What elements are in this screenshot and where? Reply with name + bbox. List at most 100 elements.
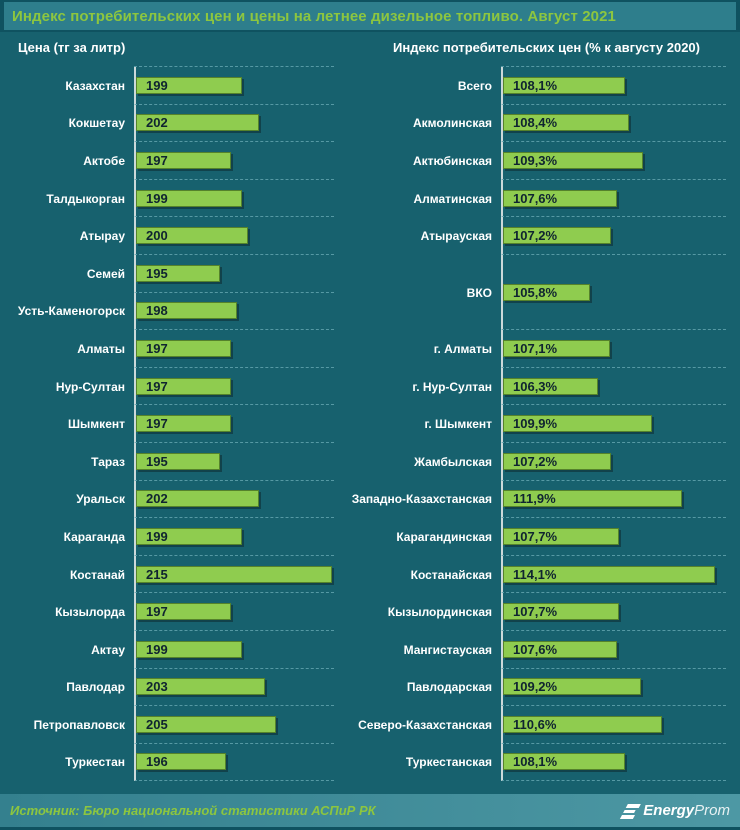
chart-row: Талдыкорган 199 xyxy=(0,179,334,218)
chart-row: Алматы 197 xyxy=(0,330,334,368)
plot-cell: 111,9% xyxy=(501,480,726,519)
plot-cell: 195 xyxy=(134,442,334,481)
plot-cell: 107,1% xyxy=(501,330,726,368)
value-label: 107,6% xyxy=(513,190,558,206)
plot-cell: 109,3% xyxy=(501,142,726,180)
plot-cell: 107,2% xyxy=(501,442,726,481)
value-label: 203 xyxy=(146,679,168,695)
value-label: 199 xyxy=(146,641,168,657)
category-label: Семей xyxy=(86,266,125,281)
plot-cell: 110,6% xyxy=(501,706,726,744)
value-label: 114,1% xyxy=(513,566,557,582)
bar: 197 xyxy=(136,151,232,169)
category-label: Актюбинская xyxy=(412,153,492,168)
value-label: 108,1% xyxy=(513,77,558,93)
bar: 197 xyxy=(136,377,232,395)
plot-cell: 197 xyxy=(134,405,334,443)
chart-row: Туркестанская 108,1% xyxy=(367,743,726,782)
plot-cell: 199 xyxy=(134,630,334,669)
chart-row: Петропавловск 205 xyxy=(0,706,334,744)
plot-cell: 107,6% xyxy=(501,179,726,218)
plot-cell: 197 xyxy=(134,593,334,631)
category-label: Карагандинская xyxy=(396,529,492,544)
chart-row: Всего 108,1% xyxy=(367,67,726,105)
plot-cell: 195 xyxy=(134,254,334,293)
chart-row: Жамбылская 107,2% xyxy=(367,442,726,481)
plot-cell: 107,2% xyxy=(501,217,726,255)
source-text: Источник: Бюро национальной статистики А… xyxy=(10,803,376,819)
chart-row: Туркестан 196 xyxy=(0,743,334,782)
chart-row: г. Шымкент 109,9% xyxy=(367,405,726,443)
value-label: 109,2% xyxy=(513,679,558,695)
chart-row: Павлодар 203 xyxy=(0,668,334,707)
plot-cell: 202 xyxy=(134,104,334,143)
value-label: 107,7% xyxy=(513,528,558,544)
bar: 107,2% xyxy=(503,227,611,245)
value-label: 111,9% xyxy=(513,491,556,507)
plot-cell: 215 xyxy=(134,555,334,594)
charts-area: Казахстан 199 Кокшетау 202 Актобе 197 Талдыкор… xyxy=(0,66,740,782)
title-band: Индекс потребительских цен и цены на лет… xyxy=(4,2,736,30)
chart-row: Северо-Казахстанская 110,6% xyxy=(358,706,726,744)
price-chart-subtitle: Цена (тг за литр) xyxy=(18,40,126,55)
category-label: Талдыкорган xyxy=(46,191,125,206)
bar: 106,3% xyxy=(503,377,598,395)
plot-cell: 108,1% xyxy=(501,67,726,105)
value-label: 195 xyxy=(146,265,168,281)
plot-cell: 105,8% xyxy=(501,254,726,331)
category-label: Туркестанская xyxy=(405,755,492,770)
category-label: Костанай xyxy=(69,567,125,582)
bar: 199 xyxy=(136,189,243,207)
value-label: 107,1% xyxy=(513,340,558,356)
value-label: 197 xyxy=(146,604,168,620)
category-label: Павлодар xyxy=(66,680,125,695)
bar: 199 xyxy=(136,527,243,545)
value-label: 199 xyxy=(146,190,168,206)
chart-row: Алматинская 107,6% xyxy=(367,179,726,218)
value-label: 199 xyxy=(146,77,168,93)
value-label: 197 xyxy=(146,378,168,394)
bar: 107,2% xyxy=(503,452,611,470)
value-label: 199 xyxy=(146,528,168,544)
category-label: Нур-Султан xyxy=(55,379,125,394)
value-label: 108,4% xyxy=(513,115,558,131)
bar: 108,4% xyxy=(503,114,629,132)
category-label: Шымкент xyxy=(68,417,125,432)
plot-cell: 196 xyxy=(134,743,334,782)
chart-row: Казахстан 199 xyxy=(0,67,334,105)
logo-text-energy: Energy xyxy=(643,802,695,820)
plot-cell: 205 xyxy=(134,706,334,744)
plot-cell: 198 xyxy=(134,292,334,331)
category-label: Тараз xyxy=(91,454,125,469)
bar: 107,7% xyxy=(503,603,619,621)
bar: 107,6% xyxy=(503,640,617,658)
chart-row: Костанай 215 xyxy=(0,555,334,594)
value-label: 107,2% xyxy=(513,228,558,244)
chart-row: Кокшетау 202 xyxy=(0,104,334,143)
bar: 197 xyxy=(136,415,232,433)
chart-row: Атырау 200 xyxy=(0,217,334,255)
chart-row: Актюбинская 109,3% xyxy=(367,142,726,180)
value-label: 106,3% xyxy=(513,378,558,394)
value-label: 197 xyxy=(146,340,168,356)
bar: 200 xyxy=(136,227,248,245)
bar: 195 xyxy=(136,264,220,282)
plot-cell: 108,4% xyxy=(501,104,726,143)
value-label: 197 xyxy=(146,416,168,432)
bar: 114,1% xyxy=(503,565,715,583)
logo-text-prom: Prom xyxy=(694,802,730,820)
bar: 107,7% xyxy=(503,527,619,545)
category-label: Караганда xyxy=(63,529,125,544)
plot-cell: 114,1% xyxy=(501,555,726,594)
category-label: Костанайская xyxy=(410,567,492,582)
chart-row: г. Нур-Султан 106,3% xyxy=(367,367,726,406)
energyprom-logo: Energy Prom xyxy=(620,802,730,820)
plot-cell: 106,3% xyxy=(501,367,726,406)
category-label: Кызылорда xyxy=(55,605,125,620)
value-label: 196 xyxy=(146,754,168,770)
bar: 108,1% xyxy=(503,76,625,94)
bar: 197 xyxy=(136,339,232,357)
category-label: Атырауская xyxy=(420,229,492,244)
bar: 108,1% xyxy=(503,753,625,771)
value-label: 197 xyxy=(146,152,168,168)
